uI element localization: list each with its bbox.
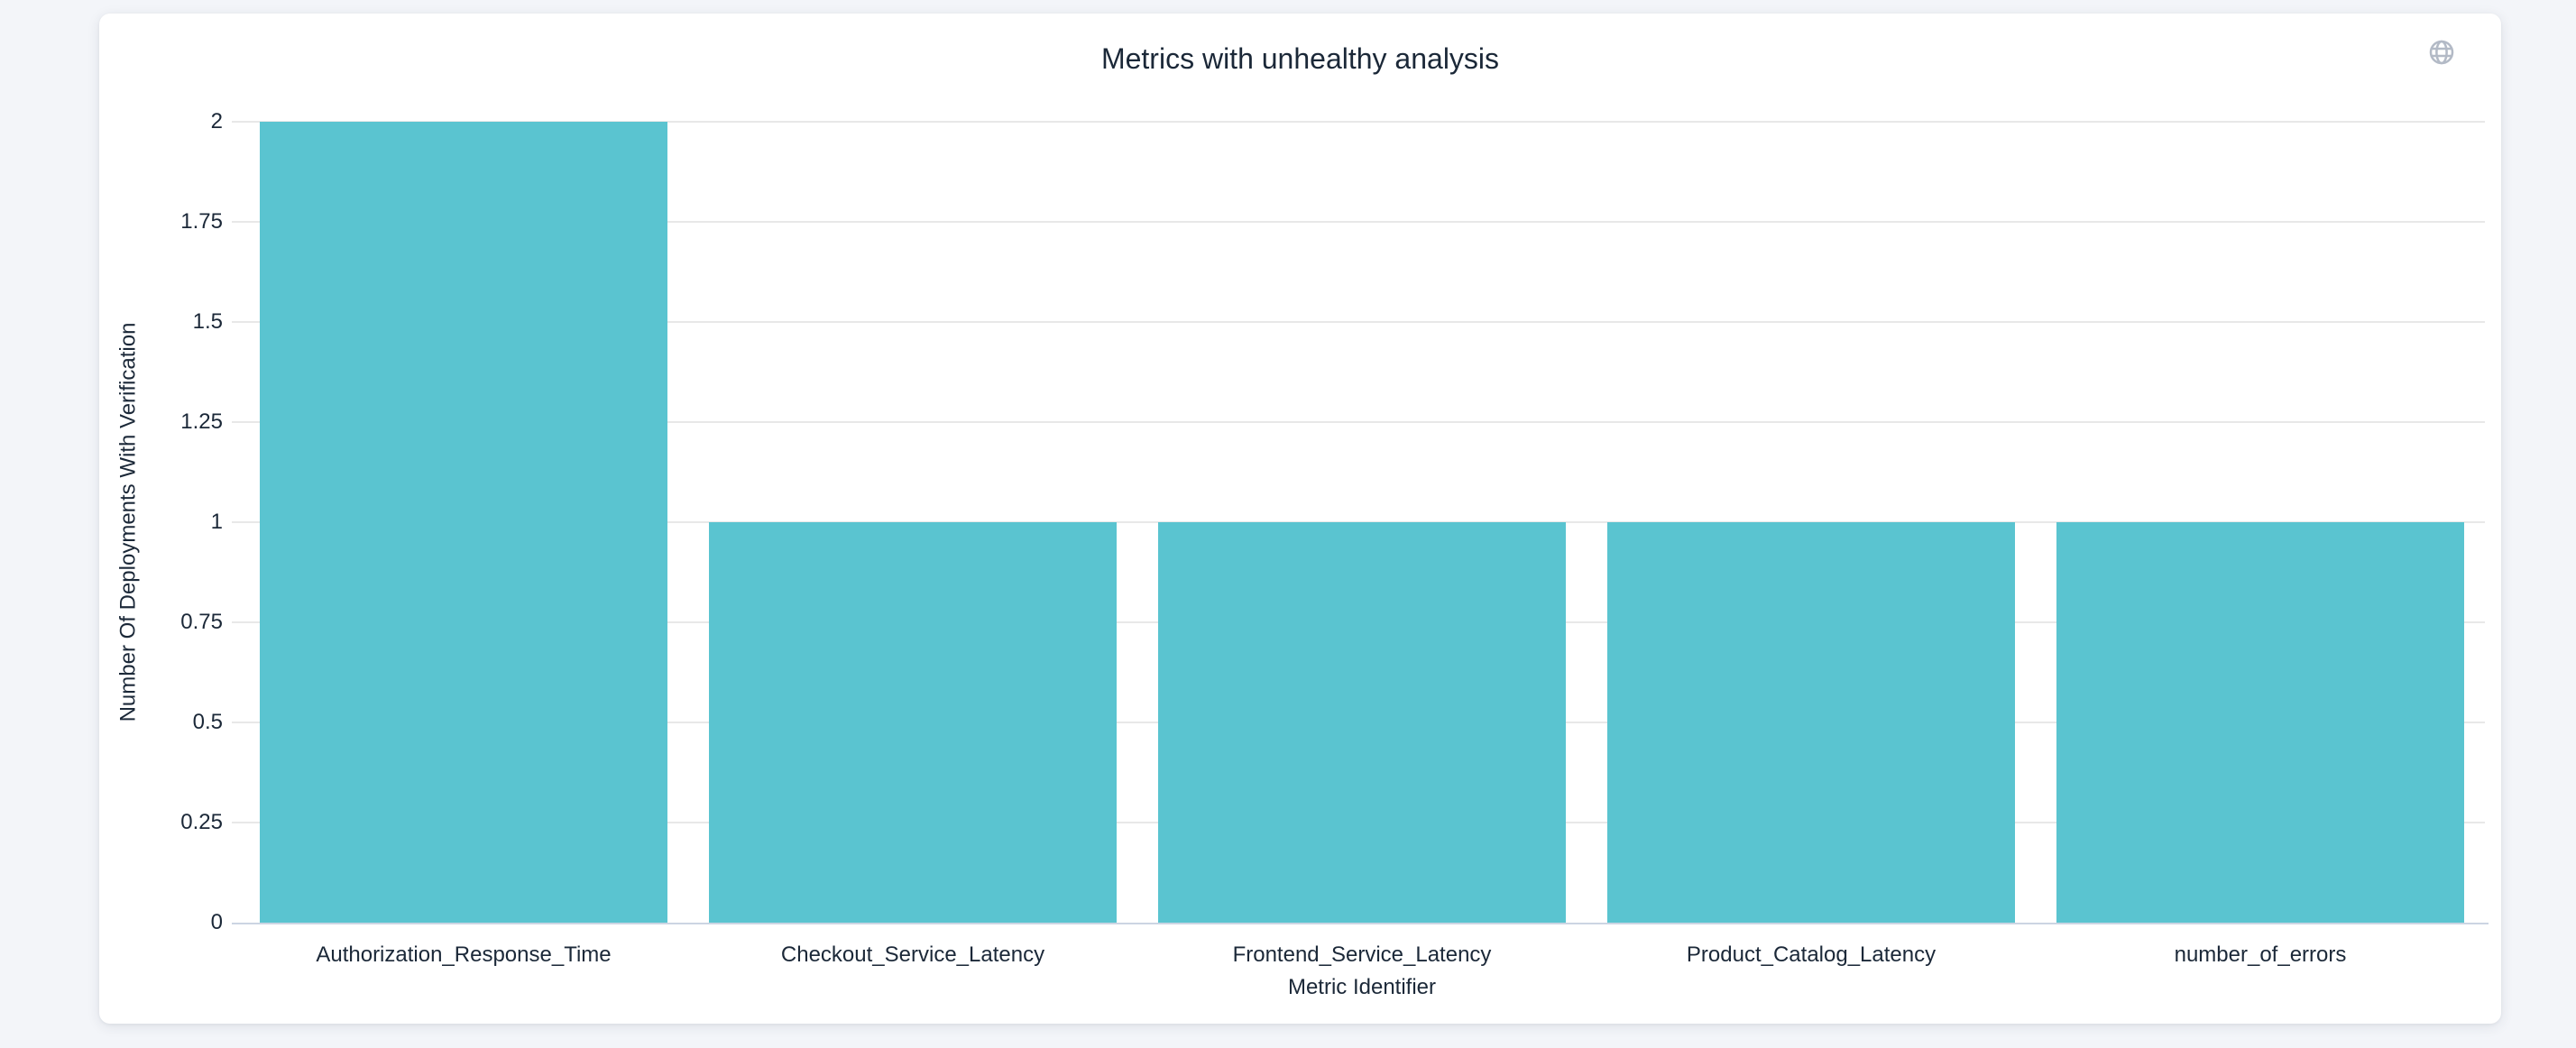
bar-Authorization_Response_Time[interactable] (259, 122, 668, 923)
bar-Checkout_Service_Latency[interactable] (708, 522, 1118, 923)
globe-button[interactable] (2425, 37, 2458, 69)
bar-band (2036, 122, 2485, 923)
gridline (232, 121, 2485, 123)
globe-icon (2427, 38, 2456, 69)
y-tick-label: 1.25 (180, 409, 223, 434)
x-tick-label: Authorization_Response_Time (316, 942, 612, 967)
bar-band (1137, 122, 1587, 923)
y-tick-label: 1 (210, 510, 223, 534)
x-axis-line (232, 923, 2489, 924)
bars-row (239, 122, 2485, 923)
y-tick-label: 0.75 (180, 610, 223, 634)
bar-band (1587, 122, 2036, 923)
gridline (232, 221, 2485, 223)
gridline (232, 421, 2485, 423)
bar-number_of_errors[interactable] (2056, 522, 2465, 923)
x-tick-label: Product_Catalog_Latency (1686, 942, 1937, 967)
plot-area (232, 121, 2489, 924)
y-tick-label: 0.5 (192, 710, 223, 734)
y-tick-label: 1.5 (192, 309, 223, 334)
bar-band (239, 122, 688, 923)
y-tick-label: 1.75 (180, 209, 223, 234)
bar-band (688, 122, 1137, 923)
x-axis-labels: Authorization_Response_Time Checkout_Serv… (239, 942, 2485, 968)
x-axis-title: Metric Identifier (1287, 975, 1437, 999)
x-tick-label: Checkout_Service_Latency (780, 942, 1045, 967)
y-tick-label: 2 (210, 109, 223, 133)
bar-Frontend_Service_Latency[interactable] (1157, 522, 1567, 923)
bar-Product_Catalog_Latency[interactable] (1606, 522, 2016, 923)
gridline (232, 321, 2485, 323)
x-tick-label: number_of_errors (2174, 942, 2347, 967)
chart-card: Metrics with unhealthy analysis Number O… (99, 14, 2501, 1024)
y-tick-label: 0 (210, 910, 223, 934)
y-axis-labels: 0 0.25 0.5 0.75 1 1.25 1.5 1.75 2 (99, 111, 223, 933)
chart-title: Metrics with unhealthy analysis (1100, 42, 1500, 75)
y-tick-label: 0.25 (180, 810, 223, 834)
x-tick-label: Frontend_Service_Latency (1232, 942, 1492, 967)
